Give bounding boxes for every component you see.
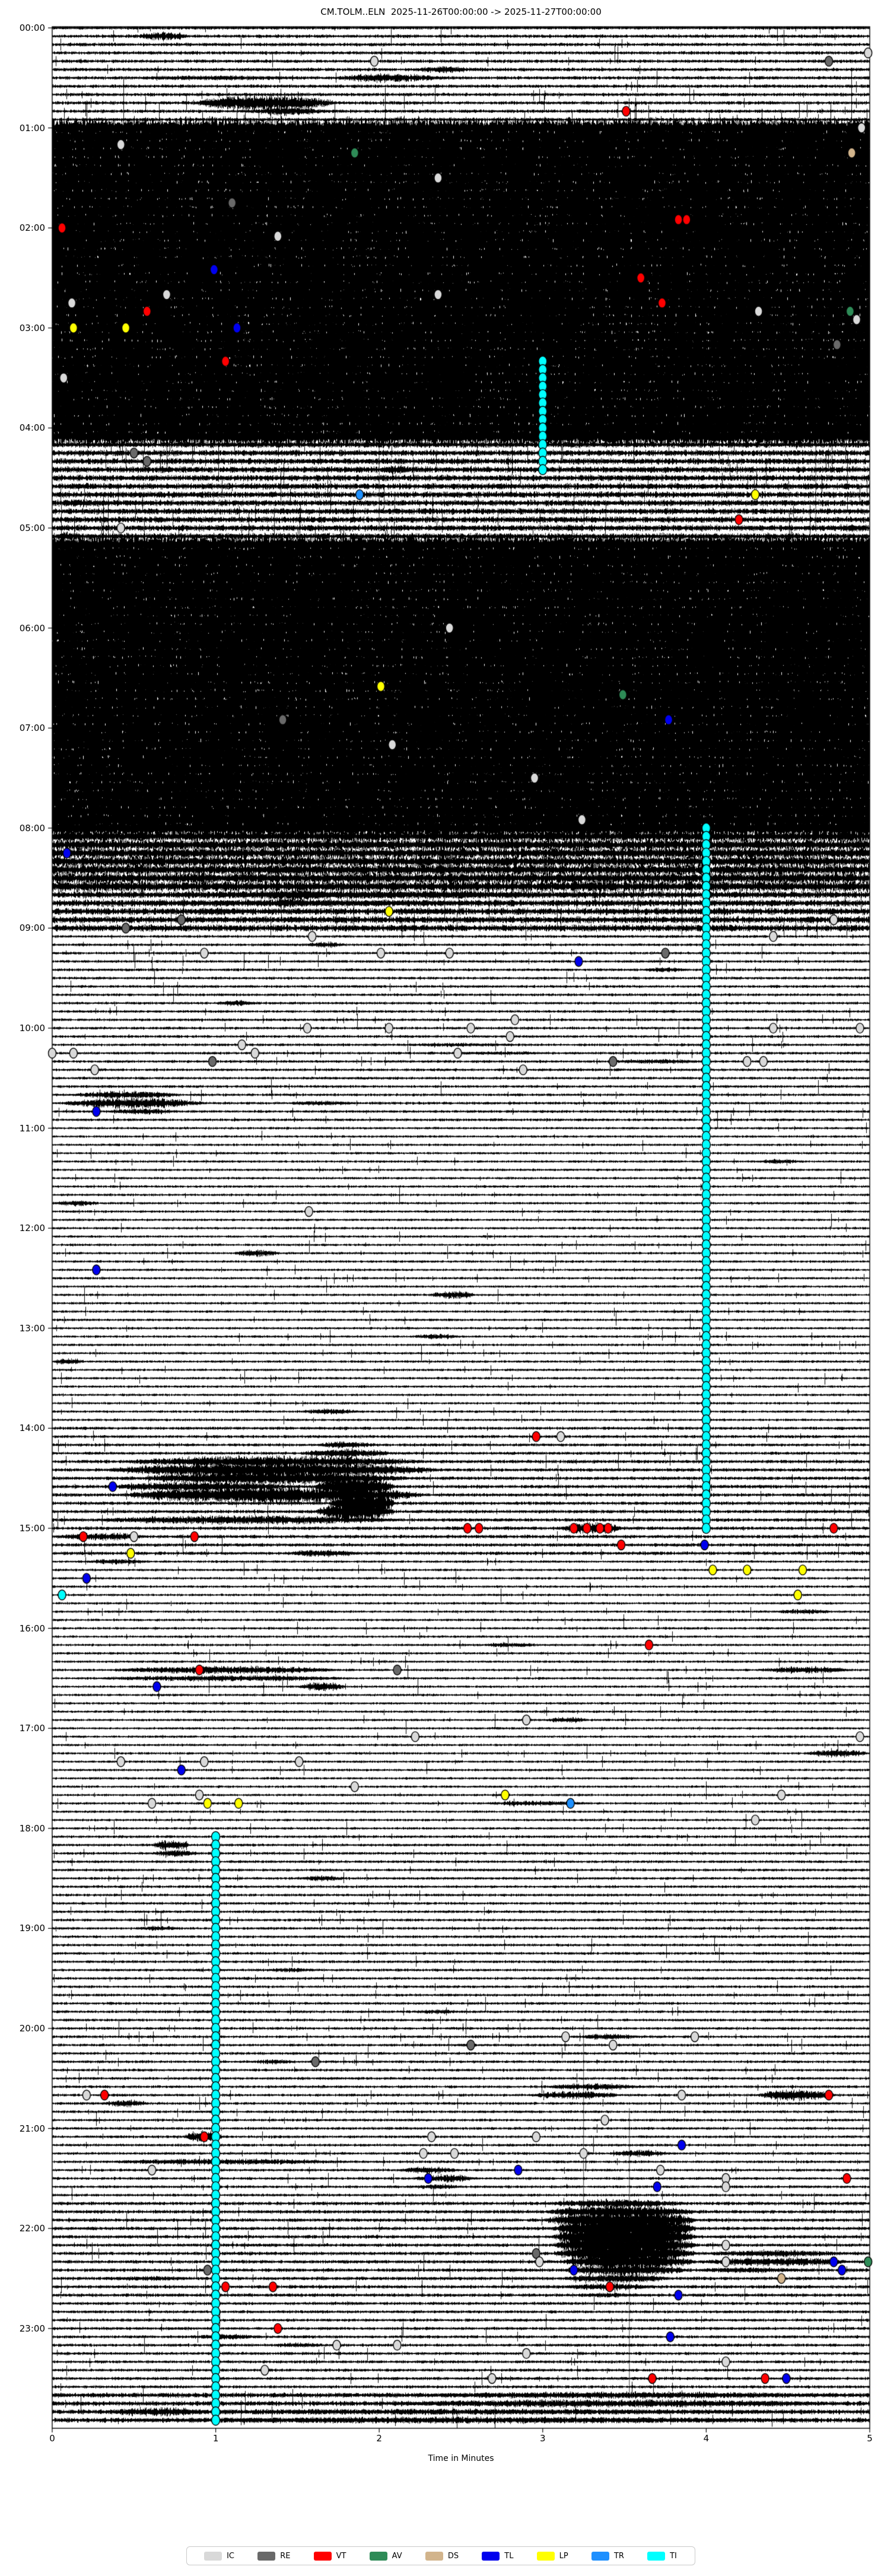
y-tick-label: 14:00	[19, 1423, 45, 1434]
legend-entry-TI: TI	[647, 2551, 677, 2561]
y-tick-label: 13:00	[19, 1322, 45, 1334]
y-tick-label: 08:00	[19, 822, 45, 834]
legend-label: DS	[447, 2551, 459, 2561]
legend-swatch-icon	[482, 2551, 500, 2561]
y-tick-label: 05:00	[19, 523, 45, 533]
x-tick-label: 5	[867, 2433, 873, 2444]
x-tick-label: 1	[212, 2433, 219, 2444]
y-tick-label: 10:00	[19, 1023, 45, 1033]
legend-label: TR	[613, 2551, 624, 2561]
y-tick-label: 20:00	[19, 2023, 45, 2034]
legend-entry-DS: DS	[425, 2551, 459, 2561]
legend-entry-AV: AV	[369, 2551, 402, 2561]
legend: IC RE VT AV DS TL LP TR TI	[186, 2546, 695, 2565]
y-tick-label: 01:00	[19, 122, 45, 133]
x-tick-label: 2	[376, 2433, 382, 2444]
legend-entry-VT: VT	[313, 2551, 346, 2561]
y-tick-label: 12:00	[19, 1223, 45, 1234]
legend-label: RE	[280, 2551, 291, 2561]
x-tick-label: 3	[540, 2433, 546, 2444]
legend-label: IC	[227, 2551, 235, 2561]
y-tick-label: 09:00	[19, 923, 45, 934]
legend-swatch-icon	[425, 2551, 443, 2561]
legend-entry-IC: IC	[204, 2551, 235, 2561]
y-tick-label: 04:00	[19, 422, 45, 434]
legend-entry-TL: TL	[482, 2551, 514, 2561]
legend-swatch-icon	[257, 2551, 276, 2561]
y-tick-label: 21:00	[19, 2123, 45, 2134]
legend-entry-TR: TR	[591, 2551, 624, 2561]
y-tick-label: 16:00	[19, 1623, 45, 1634]
y-tick-label: 19:00	[19, 1923, 45, 1934]
legend-swatch-icon	[591, 2551, 609, 2561]
legend-swatch-icon	[204, 2551, 222, 2561]
x-tick-label: 0	[49, 2433, 55, 2444]
legend-swatch-icon	[313, 2551, 332, 2561]
y-tick-label: 02:00	[19, 222, 45, 234]
y-tick-label: 00:00	[19, 23, 45, 33]
y-tick-label: 03:00	[19, 322, 45, 333]
legend-swatch-icon	[647, 2551, 666, 2561]
legend-label: LP	[559, 2551, 568, 2561]
y-tick-label: 11:00	[19, 1122, 45, 1134]
y-tick-label: 15:00	[19, 1523, 45, 1534]
y-tick-label: 22:00	[19, 2223, 45, 2234]
y-tick-label: 23:00	[19, 2323, 45, 2334]
y-tick-label: 07:00	[19, 723, 45, 734]
legend-label: AV	[392, 2551, 402, 2561]
legend-label: TL	[504, 2551, 514, 2561]
x-tick-label: 4	[703, 2433, 710, 2444]
x-axis-label: Time in Minutes	[428, 2454, 494, 2463]
y-tick-label: 17:00	[19, 1723, 45, 1734]
legend-label: VT	[336, 2551, 346, 2561]
legend-swatch-icon	[369, 2551, 387, 2561]
legend-entry-RE: RE	[257, 2551, 291, 2561]
y-tick-label: 18:00	[19, 1823, 45, 1834]
plot-title: CM.TOLM..ELN 2025-11-26T00:00:00 -> 2025…	[320, 7, 602, 17]
y-tick-label: 06:00	[19, 622, 45, 634]
legend-swatch-icon	[536, 2551, 555, 2561]
legend-label: TI	[670, 2551, 677, 2561]
legend-entry-LP: LP	[536, 2551, 568, 2561]
